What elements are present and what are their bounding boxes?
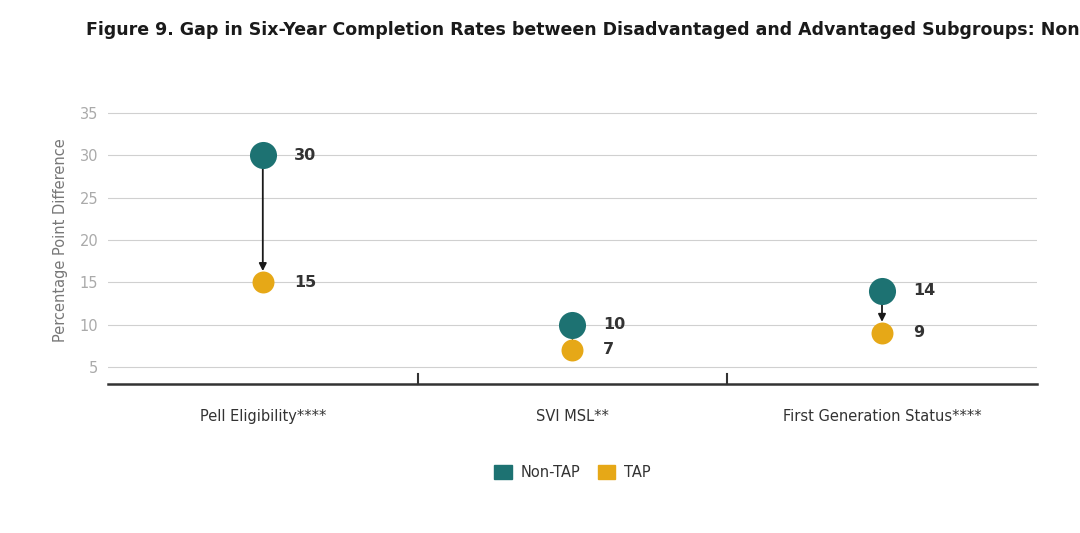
Point xyxy=(874,286,891,295)
Text: 15: 15 xyxy=(294,274,316,289)
Legend: Non-TAP, TAP: Non-TAP, TAP xyxy=(488,459,657,486)
Point xyxy=(564,345,581,354)
Text: 9: 9 xyxy=(913,326,924,341)
Text: 14: 14 xyxy=(913,283,935,298)
Text: 30: 30 xyxy=(294,148,316,163)
Point xyxy=(874,329,891,337)
Point xyxy=(254,278,271,286)
Point xyxy=(564,320,581,329)
Text: 7: 7 xyxy=(604,342,615,358)
Text: Figure 9. Gap in Six-Year Completion Rates between Disadvantaged and Advantaged : Figure 9. Gap in Six-Year Completion Rat… xyxy=(86,21,1080,39)
Y-axis label: Percentage Point Difference: Percentage Point Difference xyxy=(53,138,68,342)
Point xyxy=(254,151,271,159)
Text: 10: 10 xyxy=(604,317,625,332)
